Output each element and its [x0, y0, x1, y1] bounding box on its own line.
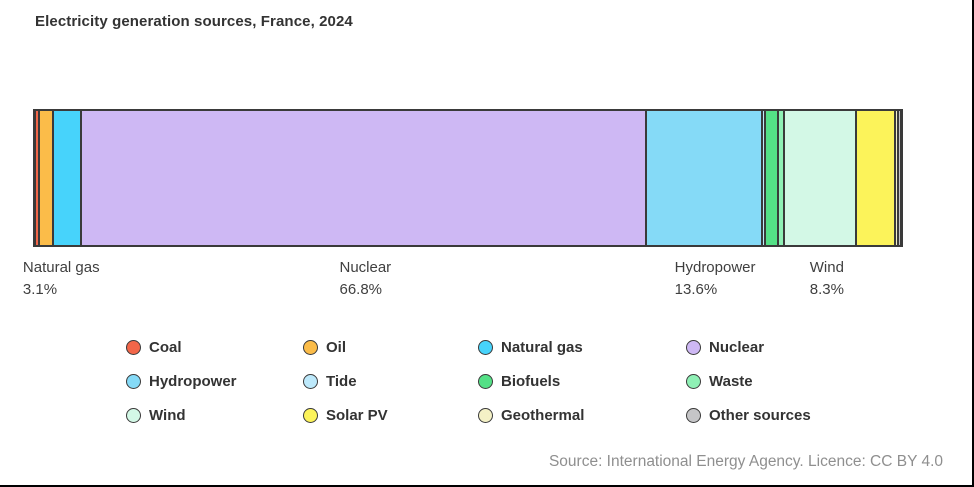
- bar-label-name: Wind: [809, 259, 844, 276]
- bar-segment-solar-pv[interactable]: [856, 111, 896, 245]
- bar-label-percent: 8.3%: [809, 281, 844, 298]
- legend-item-tide[interactable]: Tide: [303, 373, 478, 390]
- legend-label: Natural gas: [501, 338, 583, 356]
- bar-label-hydropower: Hydropower 13.6%: [675, 257, 756, 301]
- bar-label-nuclear: Nuclear 66.8%: [339, 257, 391, 301]
- bar-segment-tide[interactable]: [762, 111, 766, 245]
- legend-dot-icon: [686, 373, 701, 389]
- bar-segment-oil[interactable]: [38, 111, 54, 245]
- legend-item-geothermal[interactable]: Geothermal: [478, 407, 686, 424]
- legend-dot-icon: [303, 373, 318, 389]
- legend-label: Wind: [149, 406, 186, 424]
- legend: Coal Oil Natural gas Nuclear Hydropower Tide B…: [126, 330, 886, 432]
- legend-label: Oil: [326, 338, 347, 356]
- bar-label-name: Nuclear: [339, 259, 392, 276]
- legend-label: Biofuels: [501, 372, 561, 390]
- source-attribution: Source: International Energy Agency. Lic…: [548, 453, 943, 470]
- bar-label-name: Natural gas: [22, 259, 100, 276]
- legend-dot-icon: [126, 373, 141, 389]
- legend-label: Nuclear: [709, 338, 765, 356]
- stacked-bar: [33, 109, 903, 247]
- legend-label: Waste: [709, 372, 753, 390]
- legend-dot-icon: [478, 373, 493, 389]
- legend-item-wind[interactable]: Wind: [126, 407, 303, 424]
- legend-item-natural-gas[interactable]: Natural gas: [478, 339, 686, 356]
- legend-item-solar-pv[interactable]: Solar PV: [303, 407, 478, 424]
- legend-item-biofuels[interactable]: Biofuels: [478, 373, 686, 390]
- bar-label-wind: Wind 8.3%: [810, 257, 844, 301]
- legend-item-hydropower[interactable]: Hydropower: [126, 373, 303, 390]
- bar-label-name: Hydropower: [674, 259, 756, 276]
- bar-segment-waste[interactable]: [778, 111, 785, 245]
- legend-item-oil[interactable]: Oil: [303, 339, 478, 356]
- legend-label: Coal: [149, 338, 182, 356]
- bar-segment-biofuels[interactable]: [765, 111, 779, 245]
- legend-item-waste[interactable]: Waste: [686, 373, 886, 390]
- legend-dot-icon: [686, 339, 701, 355]
- legend-label: Other sources: [709, 406, 811, 424]
- legend-label: Hydropower: [149, 372, 237, 390]
- legend-dot-icon: [126, 407, 141, 423]
- chart-title: Electricity generation sources, France, …: [35, 13, 353, 30]
- legend-label: Geothermal: [501, 406, 585, 424]
- bar-label-natural-gas: Natural gas 3.1%: [23, 257, 100, 301]
- legend-item-nuclear[interactable]: Nuclear: [686, 339, 886, 356]
- legend-dot-icon: [478, 407, 493, 423]
- legend-dot-icon: [303, 339, 318, 355]
- legend-label: Tide: [326, 372, 357, 390]
- bar-segment-hydropower[interactable]: [645, 111, 763, 245]
- legend-label: Solar PV: [326, 406, 388, 424]
- legend-item-coal[interactable]: Coal: [126, 339, 303, 356]
- bar-label-percent: 13.6%: [674, 281, 718, 298]
- bar-label-percent: 3.1%: [22, 281, 58, 298]
- legend-dot-icon: [126, 339, 141, 355]
- legend-item-other-sources[interactable]: Other sources: [686, 407, 886, 424]
- legend-dot-icon: [303, 407, 318, 423]
- bar-segment-other-sources[interactable]: [898, 111, 902, 245]
- bar-segment-wind[interactable]: [784, 111, 857, 245]
- legend-dot-icon: [686, 407, 701, 423]
- bar-segment-coal[interactable]: [35, 111, 39, 245]
- bar-segment-geothermal[interactable]: [895, 111, 899, 245]
- bar-segment-nuclear[interactable]: [81, 111, 646, 245]
- bar-segment-natural-gas[interactable]: [53, 111, 82, 245]
- bar-label-percent: 66.8%: [339, 281, 383, 298]
- legend-dot-icon: [478, 339, 493, 355]
